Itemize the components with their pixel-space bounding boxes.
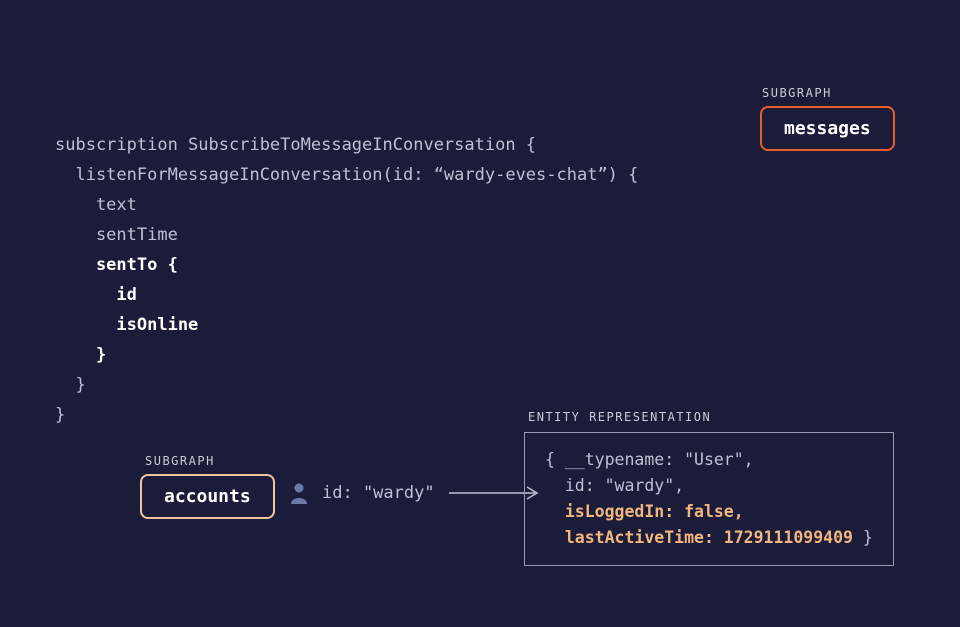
graphql-subscription-code: subscription SubscribeToMessageInConvers… bbox=[55, 100, 638, 430]
subgraph-label: SUBGRAPH bbox=[145, 454, 215, 468]
code-line: listenForMessageInConversation(id: “ward… bbox=[55, 165, 638, 185]
subgraph-messages-box: messages bbox=[760, 106, 895, 151]
person-icon bbox=[290, 482, 308, 504]
subgraph-label: SUBGRAPH bbox=[762, 86, 832, 100]
code-line: isOnline bbox=[55, 315, 198, 335]
subgraph-accounts-box: accounts bbox=[140, 474, 275, 519]
entity-representation-box: { __typename: "User", id: "wardy", isLog… bbox=[524, 432, 894, 566]
code-line: subscription SubscribeToMessageInConvers… bbox=[55, 135, 536, 155]
code-line: id bbox=[55, 285, 137, 305]
arrow-text: id: "wardy" bbox=[322, 483, 435, 503]
code-line: sentTo { bbox=[55, 255, 178, 275]
entity-line: lastActiveTime: 1729111099409 bbox=[545, 528, 853, 547]
code-line: } bbox=[55, 375, 86, 395]
code-line: sentTime bbox=[55, 225, 178, 245]
entity-line-close: } bbox=[853, 528, 873, 547]
code-line: } bbox=[55, 345, 106, 365]
code-line: } bbox=[55, 405, 65, 425]
entity-line: { __typename: "User", bbox=[545, 450, 754, 469]
entity-arrow-group: id: "wardy" bbox=[290, 482, 544, 504]
entity-line: id: "wardy", bbox=[545, 476, 684, 495]
code-line: text bbox=[55, 195, 137, 215]
entity-representation-label: ENTITY REPRESENTATION bbox=[528, 410, 711, 424]
entity-line: isLoggedIn: false, bbox=[545, 502, 744, 521]
